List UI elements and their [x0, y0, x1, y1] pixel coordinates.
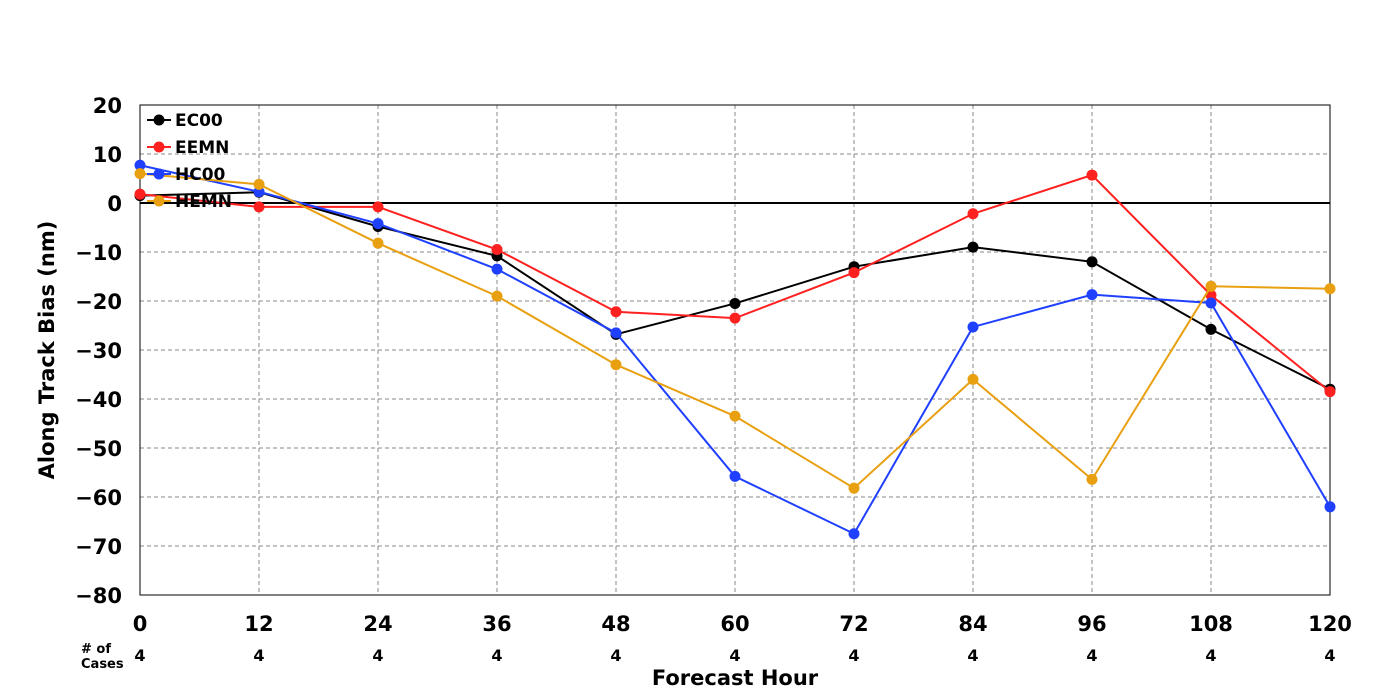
x-tick-label: 84	[958, 612, 987, 636]
data-point	[1086, 289, 1098, 301]
y-tick-label: −80	[75, 584, 122, 608]
plot-frame	[139, 104, 1331, 596]
y-tick-label: −70	[75, 535, 122, 559]
data-point	[967, 373, 979, 385]
x-axis-title: Forecast Hour	[652, 666, 819, 690]
data-point	[491, 244, 503, 256]
case-count: 4	[848, 646, 859, 665]
data-point	[1205, 280, 1217, 292]
data-point	[1324, 386, 1336, 398]
data-point	[1086, 473, 1098, 485]
cases-header-line1: # of	[81, 642, 111, 657]
data-point	[729, 410, 741, 422]
legend-label: EC00	[175, 111, 223, 131]
series-hc00	[134, 159, 1336, 540]
x-tick-label: 12	[244, 612, 273, 636]
data-point	[1205, 297, 1217, 309]
data-point	[1086, 256, 1098, 268]
data-point	[729, 470, 741, 482]
data-point	[1205, 323, 1217, 335]
x-tick-label: 36	[482, 612, 511, 636]
case-count: 4	[372, 646, 383, 665]
data-point	[848, 267, 860, 279]
x-tick-label: 60	[720, 612, 749, 636]
legend-item-hemn: HEMN	[147, 192, 232, 212]
legend-item-hc00: HC00	[147, 165, 226, 185]
case-count: 4	[610, 646, 621, 665]
legend-item-ec00: EC00	[147, 111, 223, 131]
data-point	[134, 159, 146, 171]
x-tick-label: 24	[363, 612, 392, 636]
data-point	[967, 208, 979, 220]
y-tick-label: −30	[75, 339, 122, 363]
y-tick-label: −50	[75, 437, 122, 461]
x-tick-label: 108	[1189, 612, 1233, 636]
data-point	[1324, 283, 1336, 295]
legend-label: HC00	[175, 165, 226, 185]
legend: EC00 EEMN HC00 HEMN	[147, 111, 232, 212]
data-point	[729, 312, 741, 324]
y-tick-label: −10	[75, 241, 122, 265]
legend-marker	[153, 141, 165, 153]
data-point	[848, 482, 860, 494]
series-group	[134, 159, 1336, 540]
series-eemn	[134, 169, 1336, 398]
data-point	[610, 359, 622, 371]
data-point	[372, 237, 384, 249]
x-tick-label: 120	[1308, 612, 1352, 636]
y-tick-label: 10	[93, 143, 122, 167]
y-tick-label: −20	[75, 290, 122, 314]
legend-label: HEMN	[175, 192, 232, 212]
data-point	[134, 188, 146, 200]
case-count: 4	[1205, 646, 1216, 665]
x-axis-ticks: 0 12 24 36 48 60 72 84 96 108 120	[133, 612, 1352, 636]
y-axis-ticks: 20 10 0 −10 −20 −30 −40 −50 −60 −70 −80	[75, 94, 122, 608]
legend-item-eemn: EEMN	[147, 138, 229, 158]
data-point	[134, 168, 146, 180]
y-tick-label: −40	[75, 388, 122, 412]
data-point	[610, 327, 622, 339]
y-tick-label: −60	[75, 486, 122, 510]
x-tick-label: 72	[839, 612, 868, 636]
data-point	[610, 306, 622, 318]
legend-marker	[153, 195, 165, 207]
y-axis-title: Along Track Bias (nm)	[35, 221, 59, 480]
case-count: 4	[967, 646, 978, 665]
y-tick-label: 0	[107, 192, 122, 216]
data-point	[491, 263, 503, 275]
grid	[140, 105, 1330, 595]
legend-marker	[153, 168, 165, 180]
legend-marker	[153, 114, 165, 126]
data-point	[253, 201, 265, 213]
cases-header-line2: Cases	[81, 657, 124, 672]
data-point	[1086, 169, 1098, 181]
data-point	[967, 321, 979, 333]
legend-label: EEMN	[175, 138, 229, 158]
x-tick-label: 0	[133, 612, 148, 636]
case-count: 4	[729, 646, 740, 665]
data-point	[848, 528, 860, 540]
series-hemn	[134, 168, 1336, 494]
data-point	[253, 178, 265, 190]
case-count: 4	[134, 646, 145, 665]
case-count: 4	[1324, 646, 1335, 665]
x-tick-label: 48	[601, 612, 630, 636]
x-tick-label: 96	[1077, 612, 1106, 636]
data-point	[491, 290, 503, 302]
case-count: 4	[1086, 646, 1097, 665]
case-count: 4	[491, 646, 502, 665]
data-point	[372, 201, 384, 213]
y-tick-label: 20	[93, 94, 122, 118]
data-point	[967, 241, 979, 253]
data-point	[729, 297, 741, 309]
data-point	[372, 218, 384, 230]
data-point	[1324, 501, 1336, 513]
case-count: 4	[253, 646, 264, 665]
